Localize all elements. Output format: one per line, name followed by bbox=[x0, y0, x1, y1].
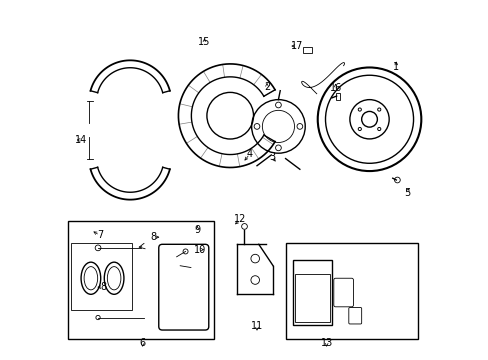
Text: 17: 17 bbox=[290, 41, 303, 51]
Text: 1: 1 bbox=[392, 63, 399, 72]
Text: 9: 9 bbox=[194, 225, 200, 235]
Text: 14: 14 bbox=[75, 135, 87, 145]
Text: 8: 8 bbox=[150, 232, 156, 242]
Text: 3: 3 bbox=[268, 152, 275, 162]
Text: 6: 6 bbox=[140, 338, 145, 347]
Text: 11: 11 bbox=[250, 321, 263, 332]
Text: 8: 8 bbox=[100, 282, 106, 292]
Text: 15: 15 bbox=[198, 37, 210, 48]
Text: 16: 16 bbox=[329, 83, 341, 93]
Text: 10: 10 bbox=[193, 245, 205, 255]
Bar bbox=[303, 47, 312, 53]
Text: 2: 2 bbox=[264, 82, 269, 92]
Text: 13: 13 bbox=[320, 338, 332, 347]
Text: 4: 4 bbox=[246, 149, 252, 159]
Text: 7: 7 bbox=[97, 230, 103, 240]
Text: 12: 12 bbox=[234, 214, 246, 224]
Bar bbox=[335, 93, 339, 100]
Text: 5: 5 bbox=[403, 188, 409, 198]
